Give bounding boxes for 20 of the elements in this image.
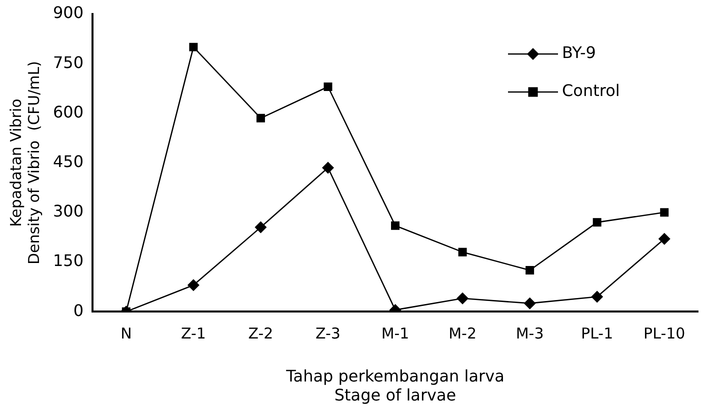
y-tick-label: 300: [52, 202, 84, 221]
x-tick-label: Z-1: [180, 324, 206, 342]
y-tick-label: 450: [52, 152, 84, 171]
x-axis-title: Tahap perkembangan larva Stage of larvae: [285, 366, 504, 405]
x-tick-label: PL-1: [581, 324, 614, 342]
x-tick-label: Z-2: [248, 324, 274, 342]
y-tick-label: 900: [52, 3, 84, 22]
x-tick-label: PL-10: [644, 324, 686, 342]
x-tick-label: M-3: [516, 324, 544, 342]
y-tick-label: 150: [52, 251, 84, 270]
y-axis-title: Kepadatan Vibrio Density of Vibrio (CFU/mL): [6, 61, 43, 265]
x-tick-label: N: [120, 324, 132, 342]
y-tick-label: 600: [52, 102, 84, 122]
x-tick-label: M-1: [381, 324, 410, 342]
x-tick-label: Z-3: [316, 324, 340, 342]
x-tick-label: M-2: [448, 324, 476, 342]
y-tick-label: 750: [52, 52, 84, 72]
legend-label: BY-9: [562, 43, 596, 62]
legend-label: Control: [562, 81, 620, 100]
y-tick-label: 0: [73, 300, 84, 320]
